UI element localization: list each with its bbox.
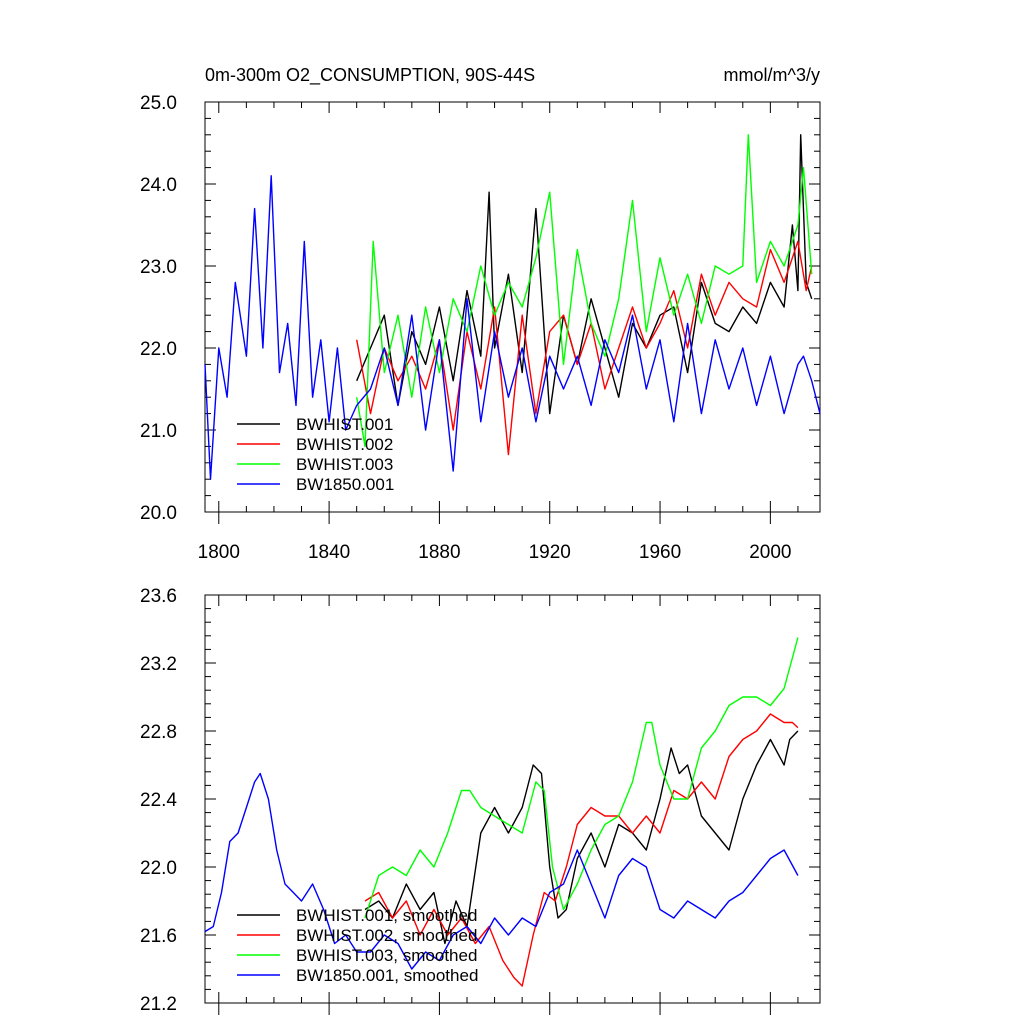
series-line-bwhist-003 [356,134,813,448]
x-tick-label: 1800 [198,542,240,563]
legend-label: BWHIST.002, smoothed [296,926,477,945]
legend-label: BWHIST.001, smoothed [296,906,477,925]
y-tick-label: 23.0 [140,257,177,278]
y-tick-label: 22.4 [140,790,177,811]
plot-frame [204,101,821,513]
legend-label: BW1850.001, smoothed [296,966,478,985]
series-line-bwhist-001-smoothed [364,730,799,945]
legend-label: BWHIST.002 [296,435,393,454]
series-line-bwhist-001 [356,134,813,415]
y-tick-label: 21.0 [140,421,177,442]
y-tick-label: 20.0 [140,503,177,524]
series-line-bw1850-001 [204,175,821,480]
y-tick-label: 21.2 [140,994,177,1015]
legend-label: BWHIST.001 [296,415,393,434]
y-tick-label: 24.0 [140,175,177,196]
y-tick-label: 23.2 [140,654,177,675]
x-tick-label: 1960 [639,542,681,563]
y-tick-label: 22.0 [140,858,177,879]
x-tick-label: 1840 [308,542,350,563]
legend-label: BWHIST.003, smoothed [296,946,477,965]
series-line-bwhist-002-smoothed [364,713,799,987]
x-tick-label: 2000 [749,542,791,563]
series-line-bw1850-001-smoothed [204,772,799,970]
legend-label: BW1850.001 [296,475,394,494]
y-tick-label: 25.0 [140,93,177,114]
top-panel: 20.0 21.0 22.0 23.0 24.0 25.0 1800 1840 1880 1920… [140,93,821,563]
legend-label: BWHIST.003 [296,455,393,474]
chart-title: 0m-300m O2_CONSUMPTION, 90S-44S [205,65,535,86]
x-tick-label: 1920 [529,542,571,563]
chart-units: mmol/m^3/y [724,65,820,85]
y-tick-label: 23.6 [140,586,177,607]
x-tick-label: 1880 [418,542,460,563]
y-tick-label: 21.6 [140,926,177,947]
bottom-panel: 21.2 21.6 22.0 22.4 22.8 23.2 23.6 BWHIST.001, … [140,586,821,1015]
y-tick-label: 22.8 [140,722,177,743]
series-line-bwhist-003-smoothed [364,637,799,919]
y-tick-label: 22.0 [140,339,177,360]
